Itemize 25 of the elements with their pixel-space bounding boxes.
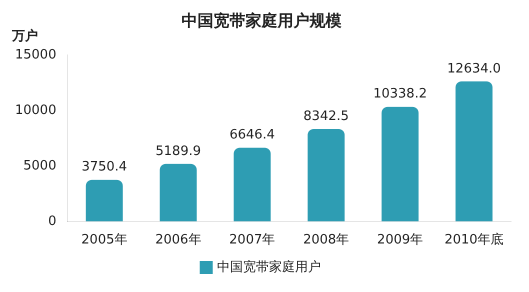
bar — [382, 106, 419, 222]
text: 3750.4 — [82, 160, 128, 175]
bar — [86, 180, 123, 222]
legend-label: 中国宽带家庭用户 — [216, 258, 321, 275]
text: 6646.4 — [229, 128, 275, 143]
x-tick-label: 2005年 — [81, 232, 128, 248]
text: 5189.9 — [156, 144, 202, 159]
bar — [234, 148, 271, 222]
y-tick-label: 10000 — [14, 102, 56, 118]
x-tick-label: 2009年 — [377, 232, 424, 248]
bar — [456, 81, 493, 222]
y-tick-label: 5000 — [23, 158, 56, 174]
x-tick-label: 2006年 — [155, 232, 202, 248]
y-axis-title: 万户 — [11, 28, 38, 44]
text: 10338.2 — [373, 86, 427, 102]
x-tick-label: 2010年底 — [444, 232, 504, 248]
bar — [308, 128, 345, 222]
text: 12634.0 — [447, 61, 501, 76]
bar — [160, 164, 197, 222]
chart-title: 中国宽带家庭用户规模 — [182, 10, 342, 30]
x-tick-label: 2008年 — [303, 232, 350, 248]
y-tick-label: 0 — [48, 214, 56, 229]
x-tick-label: 2007年 — [229, 232, 276, 248]
y-tick-label: 15000 — [14, 48, 56, 63]
text: 8342.5 — [303, 108, 349, 124]
